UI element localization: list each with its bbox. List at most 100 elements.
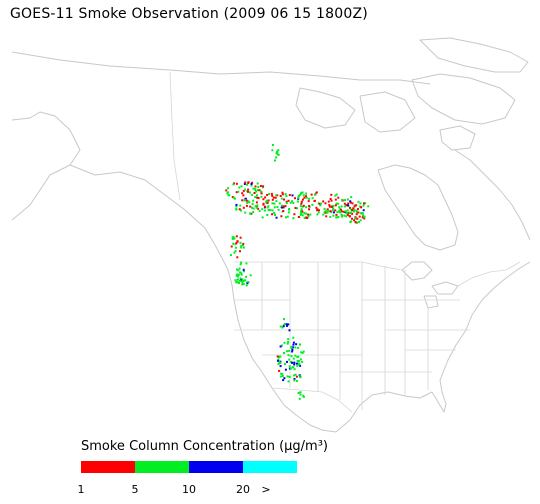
smoke-pixel [283,198,285,201]
smoke-pixel [302,395,305,398]
legend-color-bar [81,461,297,473]
smoke-pixel [300,202,303,205]
smoke-pixel [346,198,349,201]
smoke-pixel [298,374,301,377]
smoke-pixel [286,324,288,327]
smoke-pixel [252,207,255,210]
smoke-pixel [275,200,278,203]
smoke-pixel [240,209,242,212]
smoke-pixel [326,208,329,211]
smoke-pixel [286,360,288,363]
smoke-pixel [251,181,254,184]
smoke-pixel [239,280,242,282]
smoke-pixel [322,213,325,216]
smoke-pixel [237,275,239,278]
smoke-pixel [278,360,281,363]
us-west-coast [233,299,285,406]
smoke-pixel [305,196,308,199]
smoke-pixel [303,216,306,219]
smoke-pixel [332,207,335,210]
alaska-coast-west [11,111,81,221]
smoke-pixel [302,198,304,201]
smoke-pixel [230,254,232,257]
smoke-pixel [245,199,248,202]
smoke-pixel [273,202,276,205]
smoke-pixel [287,338,290,341]
smoke-pixel [238,186,241,189]
smoke-pixel [281,193,284,196]
smoke-pixel [288,208,291,211]
smoke-pixel [354,216,357,219]
smoke-pixel [292,217,295,220]
arctic-island-1 [295,87,356,129]
smoke-pixel [280,344,283,347]
smoke-pixel [295,343,298,346]
smoke-pixel [241,282,244,285]
smoke-pixel [274,159,276,162]
smoke-pixel [275,156,278,159]
smoke-pixel [252,199,255,202]
smoke-pixel [302,204,305,207]
smoke-pixel [288,375,291,378]
smoke-pixel [258,189,261,192]
legend-tick-1: 1 [77,483,85,496]
smoke-pixel [259,185,262,187]
smoke-pixel [276,206,279,208]
legend-tick-5: 5 [131,483,139,496]
smoke-pixel [283,377,286,380]
smoke-pixel [234,246,237,249]
smoke-pixel [315,206,318,209]
smoke-pixel [340,205,343,208]
smoke-pixel [273,206,276,209]
smoke-pixel [299,376,302,379]
alaska-peninsula [69,164,216,246]
smoke-pixel [288,365,291,368]
smoke-pixel [353,205,356,208]
smoke-pixel [261,208,264,211]
smoke-pixel [352,207,355,210]
smoke-pixel [264,196,267,199]
smoke-pixel [361,212,364,215]
smoke-pixel [236,256,239,259]
smoke-pixel [237,190,240,193]
smoke-pixel [293,378,296,380]
smoke-pixel [347,202,350,205]
smoke-pixel [362,204,365,207]
smoke-pixel [297,196,300,199]
smoke-pixel [257,186,260,188]
smoke-pixel [297,363,300,366]
smoke-pixel [297,392,300,394]
legend-segment-1 [81,461,135,473]
smoke-pixel [292,341,295,344]
smoke-pixel [297,216,300,218]
smoke-pixel [271,209,274,212]
smoke-pixel [284,193,287,196]
smoke-pixel [267,205,270,208]
smoke-pixel [327,200,330,203]
smoke-pixel [280,215,283,218]
smoke-pixel [242,242,245,245]
arctic-island-2 [359,91,416,133]
smoke-pixel [242,283,245,285]
smoke-pixel [295,375,298,378]
smoke-pixel [329,215,332,218]
smoke-pixel [337,196,340,199]
smoke-pixel [364,202,367,205]
smoke-pixel [257,189,259,192]
smoke-pixel [293,363,296,366]
smoke-pixel [296,207,299,210]
smoke-pixel [247,281,250,283]
smoke-pixel [287,354,290,357]
smoke-pixel [305,212,307,215]
smoke-pixel [246,282,249,285]
smoke-pixel [363,202,365,205]
smoke-pixel [291,348,294,351]
legend-segment-4 [243,461,297,473]
smoke-pixel [323,207,326,210]
smoke-pixel [308,205,311,207]
smoke-pixel [237,281,240,284]
smoke-pixel [329,210,332,213]
smoke-pixel [234,279,237,282]
smoke-pixel [280,372,283,375]
smoke-pixel [240,185,243,188]
